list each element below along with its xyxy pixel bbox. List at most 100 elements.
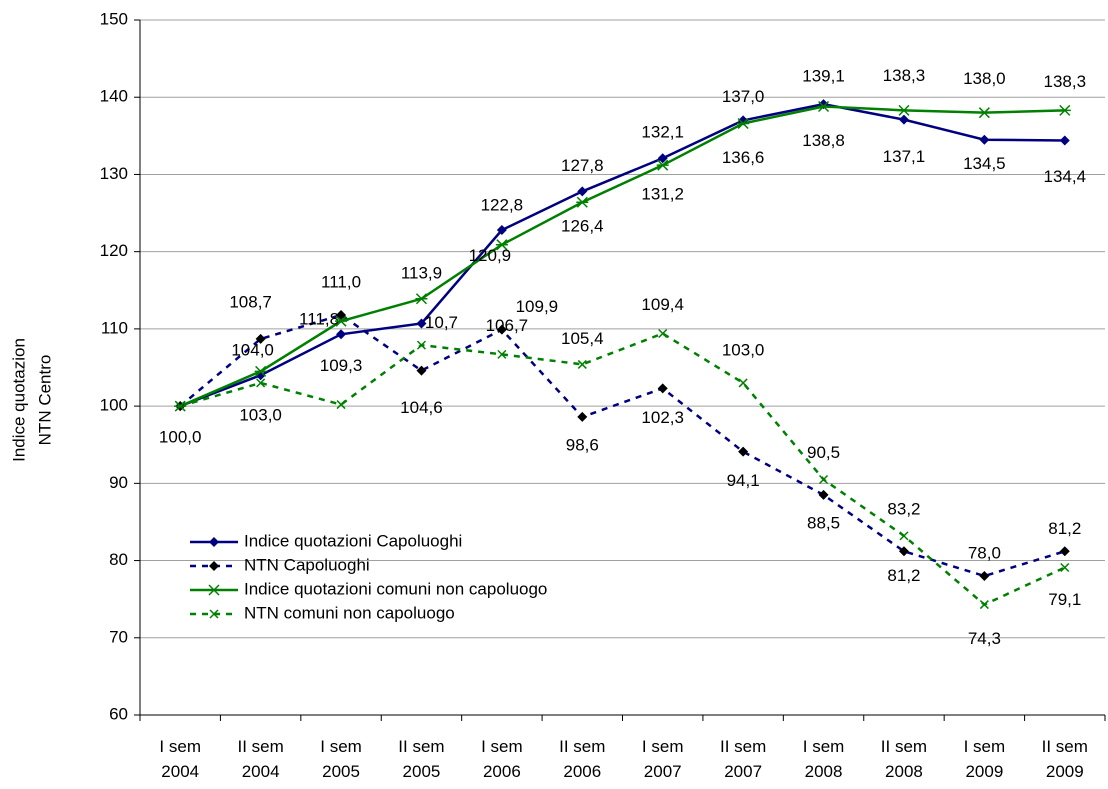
data-label: 108,7	[229, 292, 272, 311]
data-label: 138,8	[802, 131, 845, 150]
series-line	[179, 105, 1065, 408]
data-label: 120,9	[469, 246, 512, 265]
data-label: 103,0	[239, 405, 282, 424]
data-label: 79,1	[1048, 590, 1081, 609]
data-label: 104,6	[400, 398, 443, 417]
data-point	[256, 378, 266, 388]
data-label: 111,0	[321, 273, 361, 292]
legend-label: Indice quotazioni comuni non capoluogo	[244, 579, 547, 598]
x-tick-line: 2008	[805, 762, 843, 781]
x-tick-label: I sem 2006	[481, 737, 523, 781]
x-tick-line: 2009	[965, 762, 1003, 781]
data-point	[1059, 546, 1070, 557]
data-point	[979, 600, 989, 610]
x-tick-line: 2008	[885, 762, 923, 781]
data-label: 134,4	[1044, 167, 1087, 186]
x-tick-label: I sem 2009	[964, 737, 1006, 781]
data-point	[577, 411, 588, 422]
data-point	[818, 489, 829, 500]
legend-label: NTN Capoluoghi	[244, 555, 370, 574]
series-line	[179, 102, 1065, 408]
data-label: 137,1	[883, 147, 926, 166]
y-axis-title: NTN Centro	[35, 355, 54, 446]
data-label: 109,9	[516, 297, 559, 316]
x-tick-label: II sem 2005	[398, 737, 444, 781]
x-tick-line: 2007	[724, 762, 762, 781]
data-label: 136,6	[722, 148, 765, 167]
x-tick-label: I sem 2007	[642, 737, 684, 781]
data-label: 139,1	[802, 67, 845, 86]
data-point	[254, 365, 267, 377]
data-point	[495, 239, 508, 251]
y-tick-label: 60	[109, 704, 128, 723]
x-tick-line: I sem	[320, 737, 362, 756]
data-point	[336, 400, 346, 410]
y-tick-label: 70	[109, 627, 128, 646]
data-label: 74,3	[968, 629, 1001, 648]
x-tick-label: II sem 2004	[237, 737, 283, 781]
data-point	[657, 383, 668, 394]
data-point	[416, 340, 426, 350]
y-tick-label: 140	[100, 87, 128, 106]
x-tick-line: 2004	[161, 762, 199, 781]
x-tick-line: 2007	[644, 762, 682, 781]
x-tick-line: I sem	[803, 737, 845, 756]
data-point	[657, 153, 668, 164]
data-label: 138,3	[883, 66, 926, 85]
data-point	[336, 309, 347, 320]
data-point	[497, 349, 507, 359]
data-label: 109,3	[320, 356, 363, 375]
data-point	[255, 370, 266, 381]
data-point	[737, 117, 750, 130]
data-point	[577, 186, 588, 197]
x-tick-label: I sem 2004	[159, 737, 201, 781]
y-tick-label: 150	[100, 9, 128, 28]
data-label: 102,3	[641, 408, 684, 427]
data-label: 81,2	[887, 566, 920, 585]
data-label: 138,0	[963, 69, 1006, 88]
data-point	[416, 318, 427, 329]
data-point	[738, 446, 749, 457]
x-tick-line: 2004	[242, 762, 280, 781]
data-label: 100,0	[159, 428, 202, 447]
x-tick-line: II sem	[720, 737, 766, 756]
y-tick-label: 120	[100, 241, 128, 260]
data-point	[335, 315, 348, 327]
data-point	[899, 531, 909, 541]
x-tick-line: 2006	[563, 762, 601, 781]
data-point	[1059, 135, 1070, 146]
x-tick-line: II sem	[1042, 737, 1088, 756]
data-label: 78,0	[968, 543, 1001, 562]
x-tick-line: I sem	[964, 737, 1006, 756]
x-tick-line: I sem	[159, 737, 201, 756]
x-tick-line: 2005	[322, 762, 360, 781]
x-tick-label: I sem 2005	[320, 737, 362, 781]
x-tick-line: II sem	[398, 737, 444, 756]
data-label: 132,1	[641, 123, 684, 142]
data-label: 126,4	[561, 217, 604, 236]
data-point	[817, 100, 830, 113]
data-point	[819, 474, 829, 485]
legend-marker	[209, 609, 219, 619]
data-label: 131,2	[641, 185, 684, 204]
data-point	[496, 324, 507, 335]
data-point	[255, 333, 266, 344]
data-point	[898, 114, 909, 125]
x-tick-line: II sem	[881, 737, 927, 756]
legend-marker	[209, 561, 219, 571]
data-label: 104,0	[231, 341, 274, 360]
data-label: 137,0	[722, 87, 765, 106]
data-point	[897, 104, 910, 116]
data-point	[175, 401, 185, 411]
data-point	[656, 159, 669, 171]
legend-marker	[209, 537, 219, 547]
x-tick-line: II sem	[237, 737, 283, 756]
legend-marker	[208, 584, 220, 596]
data-label: 113,9	[401, 263, 442, 282]
x-tick-line: 2006	[483, 762, 521, 781]
data-point	[1058, 104, 1071, 116]
x-tick-label: II sem 2007	[720, 737, 766, 781]
data-point	[979, 134, 990, 145]
data-label: 109,4	[641, 295, 684, 314]
